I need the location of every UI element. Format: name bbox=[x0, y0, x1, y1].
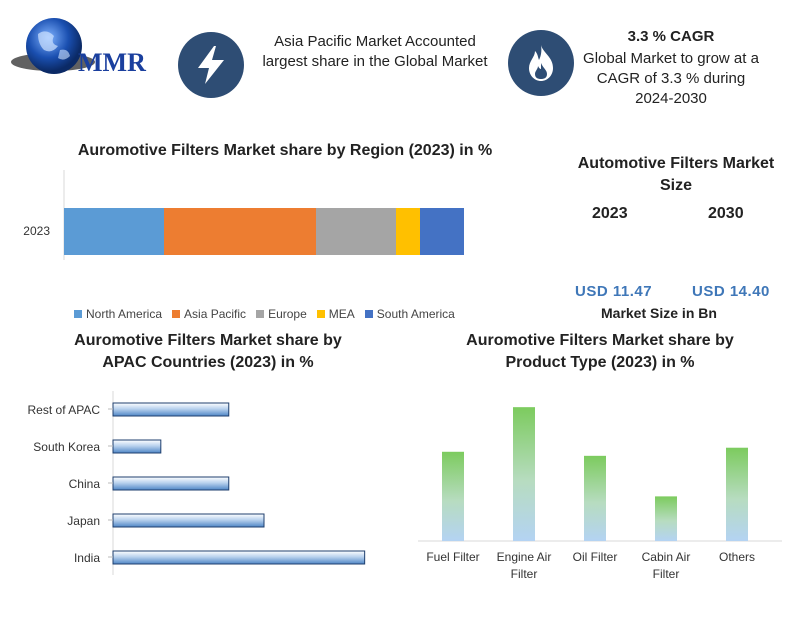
cagr-text: Global Market to grow at a CAGR of 3.3 %… bbox=[583, 50, 759, 107]
legend-swatch bbox=[316, 310, 325, 318]
flame-icon-circle bbox=[508, 30, 574, 96]
cagr-title: 3.3 % CAGR bbox=[627, 28, 715, 45]
market-size-title: Automotive Filters Market Size bbox=[577, 155, 775, 194]
region-bar-europe bbox=[316, 208, 396, 255]
product-label-engine-air-filter: Engine Air Filter bbox=[497, 550, 552, 581]
market-size-unit: Market Size in Bn bbox=[601, 305, 717, 321]
region-bar-south-america bbox=[420, 208, 464, 255]
market-value-2030: USD 14.40 bbox=[692, 283, 770, 300]
legend-swatch bbox=[74, 310, 82, 318]
legend-label: MEA bbox=[328, 307, 355, 321]
apac-bar-japan bbox=[112, 513, 265, 528]
region-bar-mea bbox=[396, 208, 420, 255]
legend-swatch bbox=[256, 310, 265, 318]
market-year-2023: 2023 bbox=[592, 205, 628, 222]
product-bar-engine-air-filter bbox=[513, 407, 535, 541]
region-bar-north-america bbox=[64, 208, 164, 255]
legend-label: North America bbox=[86, 307, 163, 321]
product-bar-others bbox=[726, 447, 748, 541]
region-category-label: 2023 bbox=[23, 224, 50, 238]
product-label-others: Others bbox=[719, 550, 755, 564]
logo: MMR bbox=[8, 14, 168, 84]
product-bar-cabin-air-filter bbox=[655, 496, 677, 541]
region-chart: 2023 bbox=[23, 170, 464, 260]
apac-chart: Rest of APAC South Korea China Japan India bbox=[28, 391, 366, 575]
legend-swatch bbox=[172, 310, 181, 318]
region-chart-title: Auromotive Filters Market share by Regio… bbox=[77, 142, 493, 159]
apac-label-japan: Japan bbox=[67, 514, 100, 528]
product-label-cabin-air-filter: Cabin Air Filter bbox=[642, 550, 691, 581]
apac-bar-china bbox=[112, 476, 230, 491]
apac-bar-rest-of-apac bbox=[112, 402, 230, 417]
legend-item-europe: Europe bbox=[256, 307, 307, 321]
apac-bar-south-korea bbox=[112, 439, 162, 454]
apac-label-rest-of-apac: Rest of APAC bbox=[28, 403, 101, 417]
apac-label-south-korea: South Korea bbox=[33, 440, 100, 454]
legend-label: Europe bbox=[268, 307, 307, 321]
product-chart: Fuel Filter Engine Air Filter Oil Filter Cab… bbox=[418, 407, 782, 581]
apac-bar-india bbox=[112, 550, 366, 565]
legend-item-mea: MEA bbox=[316, 307, 355, 321]
legend-item-north-america: North America bbox=[74, 307, 162, 321]
apac-share-text: Asia Pacific Market Accounted largest sh… bbox=[262, 33, 488, 70]
market-value-2023: USD 11.47 bbox=[575, 283, 653, 300]
apac-label-china: China bbox=[69, 477, 101, 491]
legend-label: South America bbox=[376, 307, 455, 321]
lightning-icon-circle bbox=[178, 32, 244, 98]
flame-icon bbox=[529, 45, 553, 81]
product-label-oil-filter: Oil Filter bbox=[573, 550, 618, 564]
product-bar-fuel-filter bbox=[442, 451, 464, 541]
region-legend: North America Asia Pacific Europe MEA South … bbox=[74, 305, 514, 323]
apac-label-india: India bbox=[74, 551, 100, 565]
product-label-fuel-filter: Fuel Filter bbox=[426, 550, 479, 564]
globe-icon bbox=[11, 18, 95, 74]
lightning-icon bbox=[198, 46, 224, 84]
product-chart-title: Auromotive Filters Market share by Produ… bbox=[466, 332, 734, 371]
market-year-2030: 2030 bbox=[708, 205, 744, 222]
legend-item-south-america: South America bbox=[364, 307, 455, 321]
logo-text: MMR bbox=[78, 48, 146, 77]
product-bar-oil-filter bbox=[584, 455, 606, 541]
region-bar-asia-pacific bbox=[164, 208, 316, 255]
legend-swatch bbox=[364, 310, 373, 318]
apac-chart-title: Auromotive Filters Market share by APAC … bbox=[74, 332, 342, 371]
legend-item-asia-pacific: Asia Pacific bbox=[172, 307, 246, 321]
legend-label: Asia Pacific bbox=[184, 307, 247, 321]
